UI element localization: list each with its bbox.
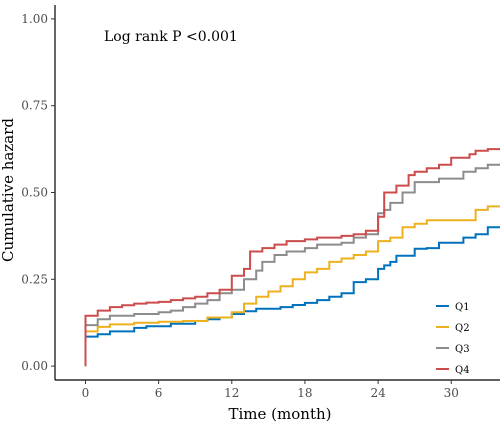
x-tick-label: 0 (82, 386, 90, 400)
series-line-q4 (84, 148, 500, 367)
x-tick-label: 30 (444, 386, 459, 400)
x-tick-label: 12 (224, 386, 239, 400)
plot-area (84, 148, 500, 367)
x-axis-title: Time (month) (229, 405, 332, 423)
y-tick-label: 0.25 (21, 272, 48, 286)
y-tick-label: 0.75 (21, 99, 48, 113)
y-tick-label: 0.50 (21, 186, 48, 200)
x-tick-label: 24 (370, 386, 386, 400)
legend: Q1 Q2 Q3 Q4 (436, 302, 470, 376)
y-tick-label: 1.00 (21, 12, 48, 26)
legend-label-q3: Q3 (455, 344, 470, 355)
x-tick-label: 6 (155, 386, 163, 400)
legend-label-q4: Q4 (455, 365, 470, 376)
series-line-q1 (84, 226, 500, 367)
series-line-q3 (84, 163, 500, 367)
series-line-q2 (84, 205, 500, 367)
y-axis-title: Cumulative hazard (0, 118, 17, 262)
x-tick-label: 18 (297, 386, 312, 400)
legend-label-q1: Q1 (455, 302, 470, 313)
legend-label-q2: Q2 (455, 323, 470, 334)
axes: 0 6 12 18 24 30 0.00 0.25 0.50 0.75 1.00 (21, 5, 500, 400)
y-tick-label: 0.00 (21, 359, 48, 373)
annotation-log-rank: Log rank P <0.001 (104, 29, 238, 45)
